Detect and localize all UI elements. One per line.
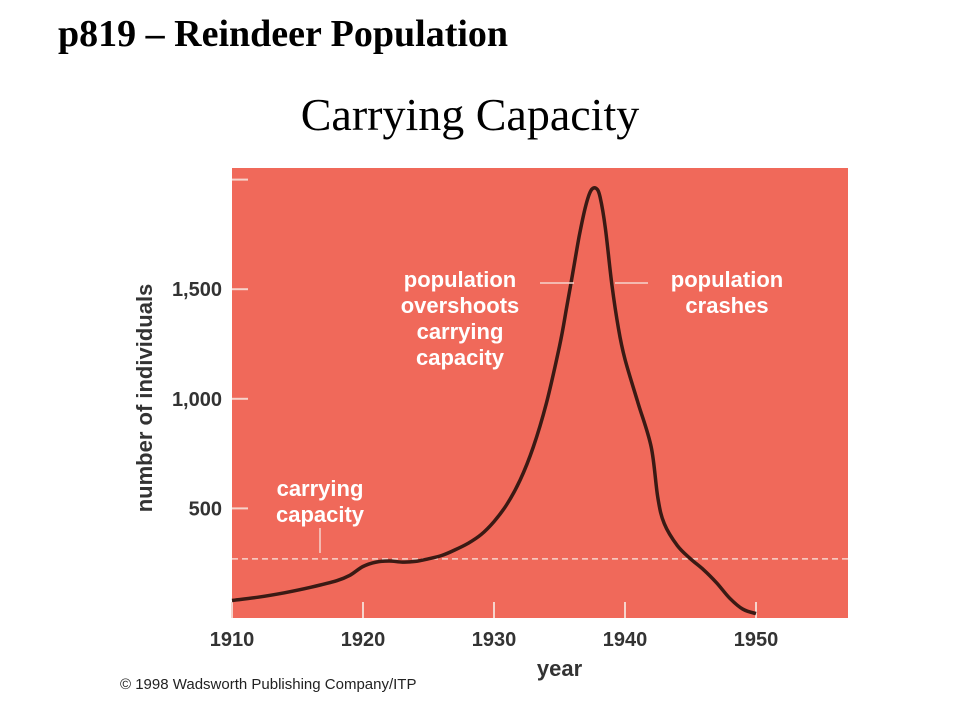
annotation-line: crashes xyxy=(685,293,768,318)
tick-marks xyxy=(231,178,757,618)
annotation-line: overshoots xyxy=(401,293,520,318)
y-tick-label: 1,500 xyxy=(172,279,222,301)
x-tick-label: 1950 xyxy=(734,629,779,651)
annotation-line: population xyxy=(671,267,783,292)
y-axis-title: number of individuals xyxy=(132,284,157,513)
tick-labels: 500 1,000 1,500 1910 1920 1930 1940 1950 xyxy=(172,279,778,651)
annotation-line: capacity xyxy=(416,345,505,370)
population-curve xyxy=(231,186,757,616)
y-tick-label: 1,000 xyxy=(172,389,222,411)
slide-title: p819 – Reindeer Population xyxy=(58,13,509,55)
x-tick-label: 1930 xyxy=(472,629,517,651)
annotation-line: carrying xyxy=(417,319,504,344)
annotation-line: population xyxy=(404,267,516,292)
x-tick-label: 1920 xyxy=(341,629,386,651)
slide-subtitle: Carrying Capacity xyxy=(300,89,640,140)
copyright-notice: © 1998 Wadsworth Publishing Company/ITP xyxy=(120,676,417,693)
x-tick-label: 1910 xyxy=(210,629,255,651)
annotation-line: carrying xyxy=(277,476,364,501)
annotation-line: capacity xyxy=(276,502,365,527)
y-tick-label: 500 xyxy=(189,498,222,520)
plot-background xyxy=(232,168,848,618)
annotations: populationovershootscarryingcapacitypopu… xyxy=(276,267,783,553)
x-tick-label: 1940 xyxy=(603,629,648,651)
x-axis-title: year xyxy=(537,656,583,681)
